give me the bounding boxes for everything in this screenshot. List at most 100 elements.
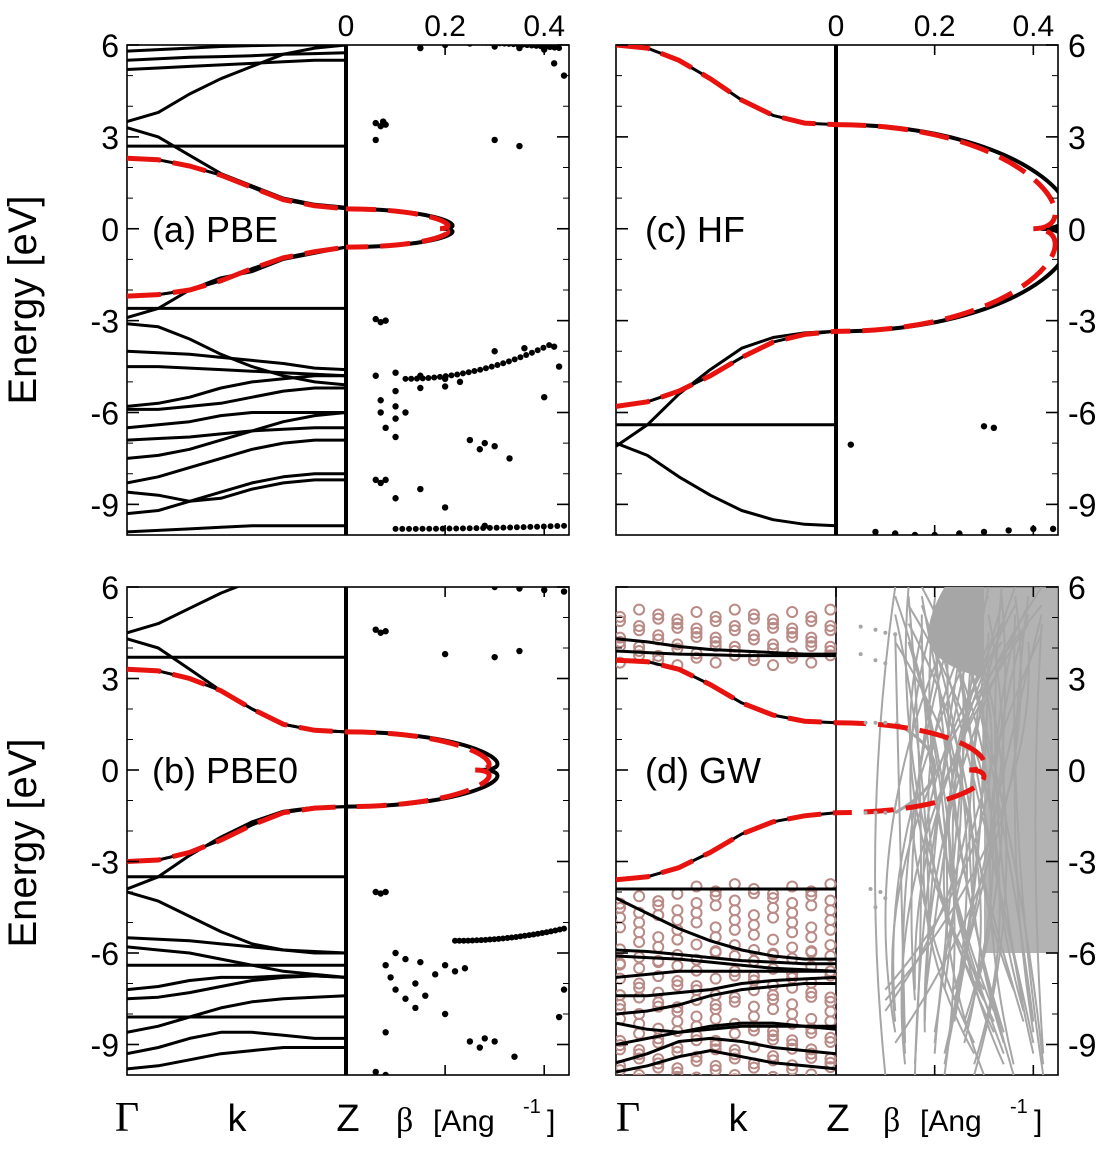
beta-point (372, 372, 379, 379)
beta-point (387, 974, 394, 981)
gw-circle (824, 939, 837, 952)
beta-point (511, 1053, 518, 1060)
beta-curve-point (528, 45, 535, 49)
gw-circle (709, 635, 722, 648)
beta-point (392, 433, 399, 441)
beta-point (441, 650, 449, 658)
gw-circle (652, 612, 665, 625)
band-line-b12 (616, 1036, 837, 1065)
gw-circle (690, 622, 703, 635)
gw-circle (633, 977, 646, 990)
gw-circle (805, 986, 818, 999)
gw-circle (767, 1033, 780, 1046)
gw-circle (786, 606, 799, 619)
gw-circle (671, 959, 684, 972)
gw-circle (805, 921, 818, 934)
gw-circle (690, 896, 703, 909)
panel-label-b: (b) PBE0 (152, 750, 298, 791)
beta-unit-exponent: -1 (523, 1096, 541, 1118)
beta-curve-point (506, 45, 512, 47)
beta-curve-point (439, 525, 446, 532)
gw-circle (805, 931, 818, 944)
band-line-b4 (616, 896, 836, 961)
y-tick-label: 3 (1068, 120, 1086, 156)
beta-curve-point (508, 934, 515, 941)
beta-curve-point (442, 373, 449, 380)
gw-circle (824, 991, 837, 1004)
y-tick-label: -6 (91, 936, 119, 972)
beta-point (382, 962, 389, 969)
beta-point (491, 136, 498, 144)
beta-points (372, 45, 568, 532)
gw-circle (690, 626, 703, 639)
gw-circle (824, 1031, 837, 1044)
panel-label-c: (c) HF (645, 209, 745, 250)
beta-unit-close: ] (1034, 1105, 1042, 1138)
gw-circle (805, 1047, 818, 1060)
gw-circle (805, 885, 818, 898)
y-tick-label: 0 (1068, 753, 1086, 789)
k-label-right: k (729, 1098, 749, 1140)
beta-point (441, 504, 449, 511)
gw-circle (824, 603, 837, 616)
beta-curve-point (546, 342, 553, 349)
gw-circle (652, 954, 665, 967)
band-line-b12 (127, 374, 346, 408)
beta-curve-point (533, 45, 540, 49)
complex-band-loop (345, 206, 455, 250)
gw-circle (615, 1082, 625, 1092)
gw-circle (805, 1051, 818, 1064)
beta-curve-point (551, 45, 558, 51)
beta-curve-point (453, 525, 460, 532)
gw-circle (652, 895, 665, 908)
beta-curve-point (452, 937, 459, 944)
band-line-b13 (127, 994, 347, 1034)
beta-point (491, 1038, 498, 1045)
beta-curve-point (473, 525, 480, 532)
beta-point (382, 476, 389, 484)
beta-point (868, 886, 873, 891)
gw-circle (616, 631, 626, 644)
beta-unit: [Ang (920, 1105, 982, 1138)
beta-point (372, 315, 379, 323)
y-tick-label: -3 (1068, 304, 1096, 340)
gw-circle (786, 626, 799, 639)
beta-point (392, 415, 399, 422)
beta-point (382, 888, 389, 896)
gw-complex-band-curves (874, 587, 1058, 1075)
gw-circle (747, 629, 760, 642)
y-tick-label: 3 (101, 120, 119, 156)
beta-curve-point (493, 524, 500, 531)
panel-c-data (616, 45, 1058, 535)
beta-point (476, 446, 483, 453)
gw-circle (691, 1071, 702, 1075)
band-line-b2 (127, 126, 347, 209)
gw-circle (786, 622, 799, 635)
gw-circle (652, 931, 665, 944)
beta-point (491, 653, 498, 661)
beta-curve-point (554, 523, 561, 530)
gw-circle (786, 916, 799, 929)
band-line-b9 (127, 322, 347, 387)
gw-circle (690, 916, 703, 929)
complex-fit-k-VB (127, 244, 347, 299)
gw-circle (805, 656, 818, 669)
beta-point (382, 1071, 389, 1075)
gw-circle (616, 635, 626, 648)
beta-curve-point (459, 370, 466, 377)
gw-circle (728, 620, 741, 633)
complex-fit-beta (835, 720, 987, 816)
beta-unit-close: ] (547, 1105, 555, 1138)
beta-symbol: β (396, 1102, 413, 1139)
gw-circle (767, 617, 780, 630)
beta-curve-point (486, 936, 493, 943)
y-tick-label: -6 (91, 396, 119, 432)
beta-point (412, 1004, 419, 1012)
beta-point (402, 955, 409, 963)
beta-curve-point (480, 525, 487, 532)
gw-circle (671, 1062, 684, 1075)
gw-circle (805, 610, 818, 623)
gw-circle (634, 1073, 644, 1075)
beta-curve-point (524, 45, 531, 49)
